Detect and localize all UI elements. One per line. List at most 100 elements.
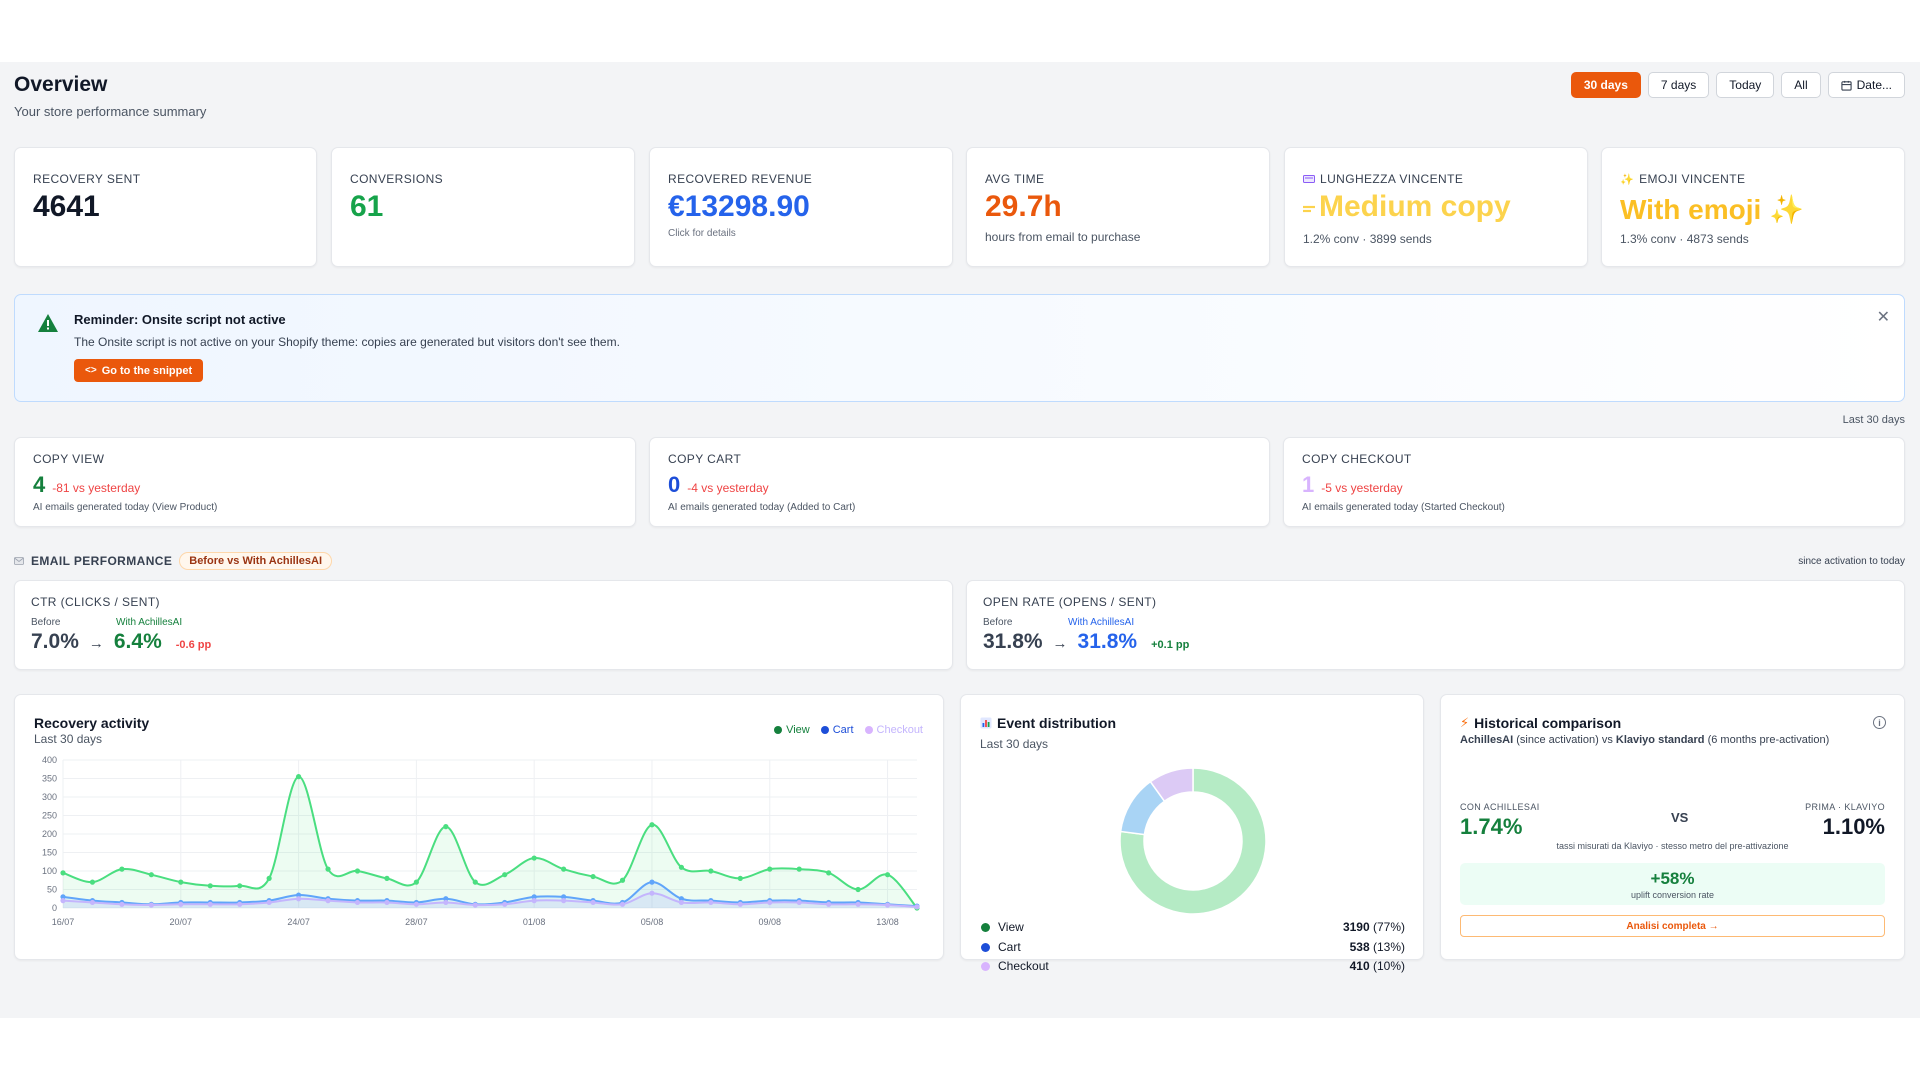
y-tick-label: 400 (42, 755, 57, 765)
data-point (737, 875, 743, 881)
copy-row: 0 -4 vs yesterday (668, 472, 769, 498)
y-tick-label: 150 (42, 848, 57, 858)
kpi-label: CONVERSIONS (350, 172, 444, 186)
data-point (60, 870, 66, 876)
copy-value: 0 (668, 472, 681, 497)
data-point (796, 866, 802, 872)
data-point (708, 868, 714, 874)
data-point (237, 883, 243, 889)
perf-after-label: With AchillesAI (1068, 617, 1135, 628)
data-point (148, 902, 154, 908)
range-30-days-button[interactable]: 30 days (1570, 72, 1641, 98)
data-point (443, 899, 449, 906)
with-achillesai-value: 1.74% (1460, 814, 1523, 839)
data-point (590, 873, 596, 880)
full-analysis-button[interactable]: Analisi completa → (1460, 915, 1885, 937)
data-point (767, 899, 773, 906)
donut-slice-checkout (1149, 767, 1194, 803)
kpi-recovered-revenue[interactable]: RECOVERED REVENUE €13298.90 Click for de… (649, 147, 953, 267)
distribution-value: 538 (13%) (1350, 940, 1405, 954)
data-point (796, 899, 802, 906)
data-point (89, 899, 96, 906)
range-label: Date... (1856, 78, 1892, 92)
data-point (443, 896, 449, 902)
panel-title-text: Event distribution (997, 715, 1116, 731)
range-all-button[interactable]: All (1781, 72, 1821, 98)
data-point (325, 898, 331, 904)
kpi-value: With emoji ✨ (1620, 194, 1804, 225)
data-point (60, 894, 66, 900)
data-point (708, 899, 714, 906)
email-performance-header: EMAIL PERFORMANCE Before vs With Achille… (14, 552, 332, 570)
data-point (590, 899, 596, 906)
data-point (178, 901, 184, 907)
legend-dot (820, 726, 829, 734)
panel-title: Recovery activity (34, 715, 150, 731)
legend-label: Checkout (876, 724, 923, 736)
copy-view-card: COPY VIEW 4 -81 vs yesterday AI emails g… (14, 437, 636, 527)
data-point (884, 872, 891, 878)
code-icon: <> (85, 365, 97, 376)
distribution-count: 410 (1349, 959, 1370, 973)
data-point (678, 899, 685, 906)
range-today-button[interactable]: Today (1716, 72, 1775, 98)
x-tick-label: 05/08 (641, 917, 664, 927)
copy-period-label: Last 30 days (1842, 414, 1905, 426)
distribution-pct: (13%) (1372, 940, 1405, 954)
y-tick-label: 300 (42, 792, 57, 802)
onsite-script-alert: Reminder: Onsite script not active The O… (14, 294, 1905, 402)
data-point (413, 879, 419, 885)
legend-item-cart[interactable]: Cart (820, 724, 854, 736)
kpi-sub: Click for details (668, 228, 736, 239)
historical-comparison-panel: ⚡ Historical comparison i AchillesAI (si… (1440, 694, 1905, 960)
subtitle-end: (6 months pre-activation) (1704, 734, 1830, 746)
chart-legend: View Cart Checkout (774, 724, 923, 736)
copy-delta: -81 vs yesterday (52, 481, 141, 495)
perf-before-value: 7.0% (31, 630, 79, 653)
data-point (855, 901, 861, 907)
kpi-label: ✨ EMOJI VINCENTE (1620, 172, 1745, 186)
data-point (619, 901, 626, 907)
panel-title: ⚡ Historical comparison (1460, 715, 1621, 731)
range-7-days-button[interactable]: 7 days (1647, 72, 1710, 98)
legend-item-checkout[interactable]: Checkout (864, 724, 923, 736)
range-label: Today (1729, 78, 1762, 92)
legend-item-view[interactable]: View (774, 724, 810, 736)
kpi-sub: 1.2% conv · 3899 sends (1303, 232, 1432, 246)
dashboard-page: Overview Your store performance summary … (0, 62, 1920, 1018)
distribution-count: 538 (1349, 940, 1370, 954)
date-picker-button[interactable]: Date... (1827, 72, 1905, 98)
copy-sub: AI emails generated today (Started Check… (1302, 502, 1505, 513)
copy-delta: -4 vs yesterday (687, 481, 769, 495)
distribution-row-view: View 3190 (77%) (981, 920, 1405, 934)
copy-label: COPY CHECKOUT (1302, 452, 1412, 466)
data-point (89, 879, 96, 885)
data-point (826, 901, 832, 907)
button-label: Go to the snippet (101, 364, 193, 377)
data-point (207, 901, 213, 907)
perf-label: CTR (CLICKS / SENT) (31, 595, 160, 609)
y-tick-label: 350 (42, 774, 57, 784)
info-icon[interactable]: i (1873, 716, 1886, 729)
data-point (413, 901, 419, 907)
y-tick-label: 200 (42, 829, 57, 839)
data-point (384, 875, 390, 881)
data-point (502, 872, 508, 878)
close-icon[interactable]: ✕ (1876, 309, 1890, 326)
alert-text: The Onsite script is not active on your … (74, 335, 620, 349)
perf-after-value: 31.8% (1077, 630, 1138, 653)
copy-sub: AI emails generated today (View Product) (33, 502, 218, 513)
panel-title: Event distribution (980, 715, 1116, 731)
bar-chart-icon (980, 717, 992, 729)
range-label: 30 days (1583, 78, 1628, 92)
legend-dot (981, 942, 990, 952)
data-point (619, 877, 626, 883)
data-point (561, 898, 567, 904)
go-to-snippet-button[interactable]: <> Go to the snippet (74, 359, 204, 382)
copy-row: 1 -5 vs yesterday (1302, 472, 1403, 498)
kpi-winning-emoji: ✨ EMOJI VINCENTE With emoji ✨ 1.3% conv … (1601, 147, 1905, 267)
data-point (60, 898, 66, 904)
perf-before-label: Before (31, 617, 61, 628)
data-point (884, 902, 891, 908)
perf-after-value: 6.4% (113, 630, 162, 653)
